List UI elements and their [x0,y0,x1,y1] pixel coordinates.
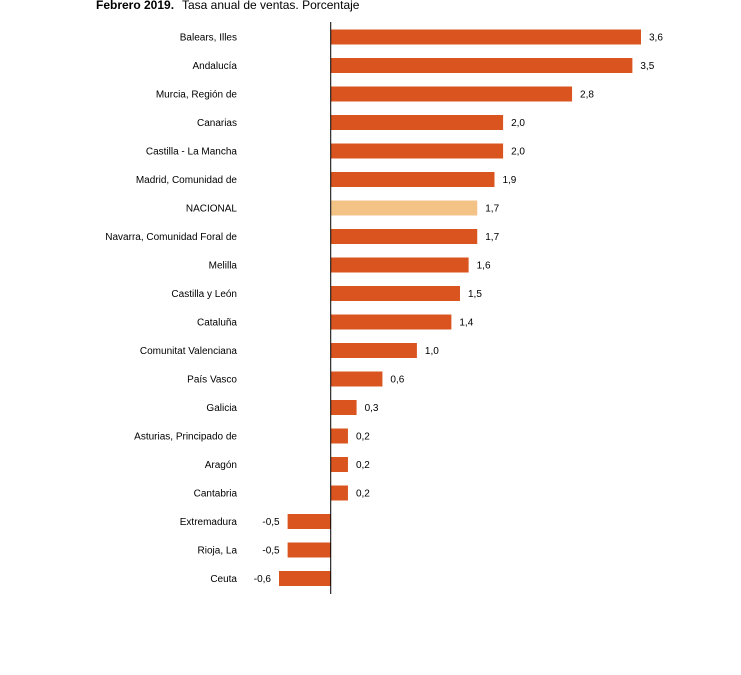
bar [330,257,469,273]
category-label: Extremadura [180,517,238,528]
value-label: 1,5 [468,289,482,300]
bar [330,371,383,387]
bar [330,29,641,45]
category-label: Melilla [209,261,238,272]
category-label: Navarra, Comunidad Foral de [105,232,237,243]
value-label: 1,9 [502,175,516,186]
value-label: 1,4 [459,318,473,329]
value-label: 0,2 [356,460,370,471]
bar [330,58,633,73]
bar [330,172,495,187]
value-label: 0,3 [365,403,379,414]
bar [279,571,331,586]
bar [330,457,348,472]
category-label: Canarias [197,118,237,129]
category-label: Comunitat Valenciana [140,346,238,357]
bar [330,428,348,444]
category-label: Asturias, Principado de [134,432,237,443]
value-label: 0,2 [356,489,370,500]
category-label: Madrid, Comunidad de [136,175,238,186]
chart-subtitle: Tasa anual de ventas. Porcentaje [182,0,360,12]
category-label: Galicia [206,403,237,414]
category-label: Aragón [205,460,237,471]
category-label: Balears, Illes [180,33,237,44]
value-label: -0,6 [254,574,272,585]
category-label: País Vasco [187,375,237,386]
value-label: 2,0 [511,118,525,129]
bar [330,143,504,159]
value-label: 3,6 [649,33,663,44]
category-label: Rioja, La [198,546,238,557]
category-label: Andalucía [193,61,238,72]
value-label: 3,5 [640,61,654,72]
bar [330,86,573,102]
bar [330,286,460,301]
category-label: Ceuta [210,574,237,585]
value-label: 0,2 [356,432,370,443]
bar [330,314,452,330]
value-label: 2,8 [580,90,594,101]
value-label: 1,0 [425,346,439,357]
bar [287,514,331,529]
value-label: 2,0 [511,147,525,158]
bar [330,485,348,501]
value-label: -0,5 [262,517,280,528]
bar [330,343,417,358]
category-label: Castilla - La Mancha [146,147,238,158]
bar [330,229,478,244]
bar [330,115,504,130]
category-label: Murcia, Región de [156,90,238,101]
value-label: 1,7 [485,204,499,215]
value-label: -0,5 [262,546,280,557]
chart-title: Febrero 2019. [96,0,174,12]
value-label: 0,6 [390,375,404,386]
bar [330,400,357,415]
category-label: Cataluña [197,318,237,329]
category-label: NACIONAL [186,204,238,215]
value-label: 1,7 [485,232,499,243]
bar [287,542,331,558]
category-label: Cantabria [194,489,238,500]
category-label: Castilla y León [171,289,237,300]
value-label: 1,6 [477,261,491,272]
bar [330,200,478,216]
